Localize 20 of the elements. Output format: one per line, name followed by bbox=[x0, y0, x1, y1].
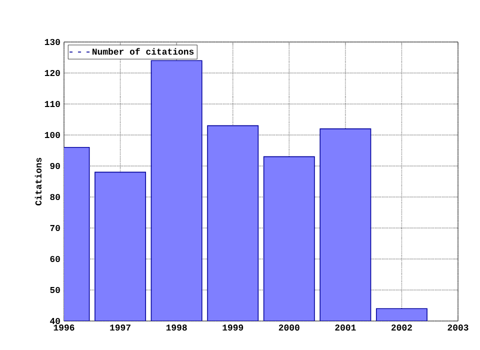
y-tick-label: 110 bbox=[44, 100, 60, 108]
x-tick-label: 1997 bbox=[110, 324, 130, 331]
y-tick-label: 120 bbox=[44, 70, 60, 76]
y-tick-label: 60 bbox=[50, 256, 60, 262]
x-tick-label: 2003 bbox=[448, 324, 468, 331]
y-tick-label: 50 bbox=[50, 286, 60, 294]
y-tick-label: 80 bbox=[50, 194, 60, 200]
y-tick-label: 90 bbox=[50, 162, 60, 170]
y-axis-title: Citations bbox=[34, 158, 42, 206]
y-tick-label: 100 bbox=[44, 132, 60, 138]
x-tick-label: 2000 bbox=[278, 324, 300, 331]
y-tick-label: 40 bbox=[50, 318, 60, 324]
x-tick-label: 2001 bbox=[335, 324, 356, 331]
y-tick-label: 130 bbox=[44, 38, 60, 46]
x-tick-label: 1999 bbox=[222, 324, 244, 331]
x-tick-label: 1998 bbox=[166, 324, 187, 331]
x-tick-label: 1996 bbox=[54, 324, 74, 331]
x-tick-label: 2002 bbox=[391, 324, 412, 331]
legend-label: Number of citations bbox=[92, 48, 194, 55]
y-tick-label: 70 bbox=[50, 224, 60, 232]
